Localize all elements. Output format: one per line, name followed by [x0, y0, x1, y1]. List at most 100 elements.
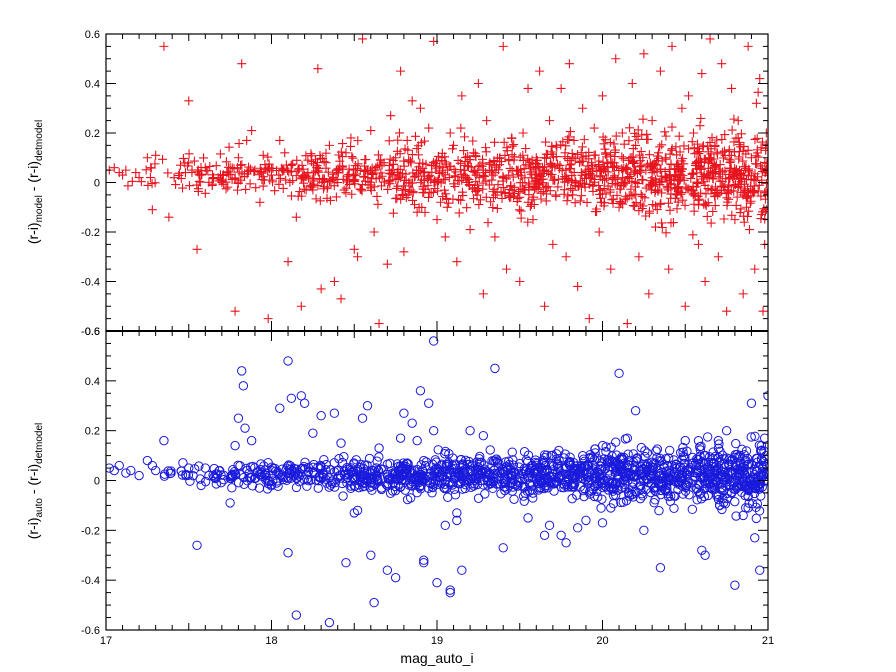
data-point — [761, 451, 768, 461]
data-point — [671, 170, 681, 180]
data-point — [752, 145, 762, 155]
data-point — [744, 225, 754, 235]
data-point — [584, 314, 594, 324]
data-point — [751, 513, 762, 524]
data-point — [299, 184, 309, 194]
data-point — [637, 130, 647, 140]
data-point — [699, 199, 709, 209]
data-point — [483, 218, 493, 228]
data-point — [624, 136, 634, 146]
bottom-ylabel-sub1: auto — [34, 498, 45, 518]
data-point — [234, 139, 244, 149]
data-point — [693, 436, 704, 446]
data-point — [724, 145, 734, 155]
data-point — [338, 164, 348, 174]
data-point — [736, 204, 746, 214]
data-point — [574, 472, 585, 482]
data-point — [467, 460, 478, 470]
data-point — [484, 180, 494, 190]
data-point — [351, 455, 361, 465]
data-point — [362, 401, 373, 411]
data-point — [318, 184, 328, 194]
data-point — [545, 186, 555, 196]
data-point — [442, 202, 452, 212]
data-point — [565, 460, 576, 470]
data-point — [562, 196, 572, 206]
data-point — [495, 479, 505, 490]
bottom-y-tick-label: 0.6 — [85, 326, 100, 338]
data-point — [563, 177, 573, 187]
data-point — [619, 180, 629, 190]
data-point — [738, 462, 748, 473]
data-point — [644, 208, 654, 218]
data-point — [295, 186, 305, 196]
data-point — [394, 128, 404, 138]
data-point — [106, 463, 115, 473]
data-point — [699, 491, 710, 502]
data-point — [400, 144, 410, 154]
data-point — [490, 468, 500, 479]
data-point — [761, 139, 768, 149]
data-point — [371, 174, 381, 184]
data-point — [369, 597, 379, 608]
data-point — [524, 182, 534, 192]
data-point — [395, 165, 405, 175]
data-point — [434, 476, 445, 486]
data-point — [719, 214, 729, 224]
top-series-points — [106, 34, 768, 329]
data-point — [233, 153, 243, 163]
data-point — [717, 504, 727, 515]
data-point — [713, 252, 723, 262]
data-point — [521, 466, 532, 476]
data-point — [316, 411, 326, 421]
data-point — [622, 319, 632, 329]
data-point — [614, 166, 624, 176]
data-point — [467, 479, 477, 489]
data-point — [715, 176, 725, 186]
data-point — [461, 172, 471, 182]
data-point — [731, 170, 741, 180]
data-point — [717, 134, 727, 144]
data-point — [285, 177, 295, 187]
data-point — [602, 173, 612, 183]
data-point — [346, 133, 356, 143]
data-point — [513, 194, 523, 204]
data-point — [175, 160, 185, 170]
data-point — [418, 472, 428, 482]
data-point — [727, 125, 737, 135]
data-point — [338, 139, 348, 149]
data-point — [752, 133, 762, 143]
data-point — [686, 185, 696, 195]
data-point — [726, 156, 736, 166]
data-point — [657, 188, 667, 198]
data-point — [758, 306, 768, 316]
data-point — [745, 198, 755, 208]
data-point — [693, 144, 703, 154]
data-point — [656, 198, 666, 208]
data-point — [561, 538, 571, 548]
data-point — [564, 132, 574, 142]
data-point — [183, 470, 194, 480]
data-point — [159, 41, 169, 51]
data-point — [498, 182, 508, 192]
data-point — [434, 166, 444, 176]
data-point — [273, 481, 283, 491]
data-point — [565, 452, 575, 462]
data-point — [731, 133, 741, 143]
data-point — [610, 171, 620, 181]
data-point — [523, 154, 533, 164]
data-point — [174, 168, 184, 178]
data-point — [320, 474, 331, 484]
bottom-panel: -0.6 -0.4 -0.2 0 0.2 0.4 0.6 17 18 19 20 21 (r-i)a… — [25, 326, 774, 666]
data-point — [511, 165, 521, 175]
data-point — [762, 179, 768, 189]
data-point — [421, 457, 432, 467]
data-point — [395, 149, 405, 159]
data-point — [719, 454, 730, 464]
data-point — [347, 152, 357, 162]
data-point — [416, 178, 426, 188]
data-point — [341, 558, 351, 568]
data-point — [396, 194, 406, 204]
data-point — [524, 160, 534, 170]
data-point — [379, 158, 389, 168]
